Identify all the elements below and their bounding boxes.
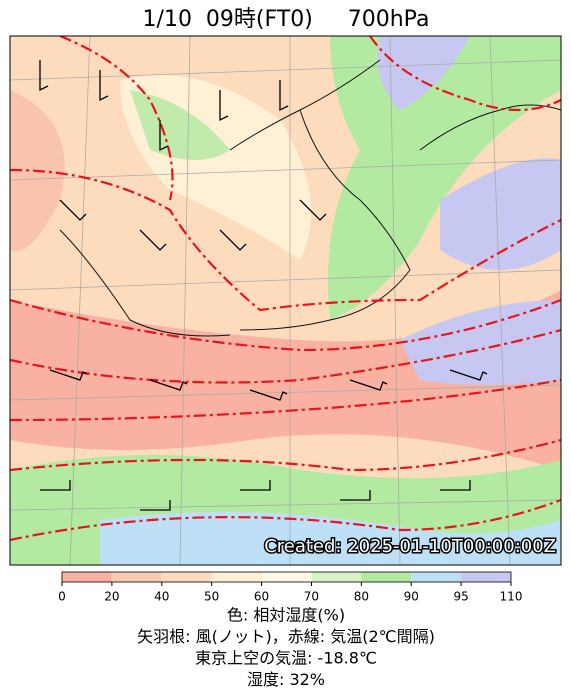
caption-line: 東京上空の気温: -18.8℃ [195,649,377,668]
coastline [59,59,561,337]
map: Created: 2025-01-10T00:00:00Z [10,36,561,565]
colorbar-tick-label: 40 [154,590,169,604]
isotherm [10,378,561,422]
humidity-area [377,36,470,110]
colorbar-tick-label: 60 [254,590,269,604]
colorbar-tick-label: 0 [58,590,66,604]
humidity-area [130,90,230,160]
map-frame [9,35,562,566]
colorbar-tick-label: 95 [453,590,468,604]
colorbar-segment [211,572,262,582]
isotherm [10,498,561,542]
humidity-area [328,36,561,320]
caption: 色: 相対湿度(%) 矢羽根: 風(ノット)，赤線: 気温(2℃間隔) 東京上空の気… [137,606,435,690]
colorbar-segment [161,572,212,582]
colorbar-tick-label: 90 [404,590,419,604]
caption-line: 矢羽根: 風(ノット)，赤線: 気温(2℃間隔) [137,627,435,646]
colorbar-segment [461,572,511,582]
colorbar-tick-label: 20 [104,590,119,604]
colorbar-frame [61,571,512,583]
humidity-area [100,512,561,565]
wind-barbs [39,60,488,511]
created-stamp: Created: 2025-01-10T00:00:00Z [264,536,556,557]
caption-line: 色: 相対湿度(%) [227,606,345,625]
isotherm [10,438,561,472]
caption-line: 湿度: 32% [247,670,325,689]
isotherm [59,36,174,201]
isotherm [10,168,561,312]
colorbar-tick-label: 70 [304,590,319,604]
humidity-area [440,158,561,270]
humidity-area [400,300,561,385]
colorbar-segment [111,572,162,582]
colorbar-segment [411,572,462,582]
colorbar: 0 20 40 50 60 70 80 90 95 110 [58,571,523,604]
isotherm [10,328,561,384]
colorbar-segment [261,572,312,582]
colorbar-segment [361,572,412,582]
colorbar-tick-label: 110 [500,590,523,604]
colorbar-segment [62,572,112,582]
colorbar-tick-label: 50 [204,590,219,604]
isotherm [369,36,561,112]
colorbar-segment [311,572,362,582]
colorbar-tick-label: 80 [354,590,369,604]
title: 1/10 09時(FT0) 700hPa [143,7,430,32]
isotherm [10,298,561,352]
